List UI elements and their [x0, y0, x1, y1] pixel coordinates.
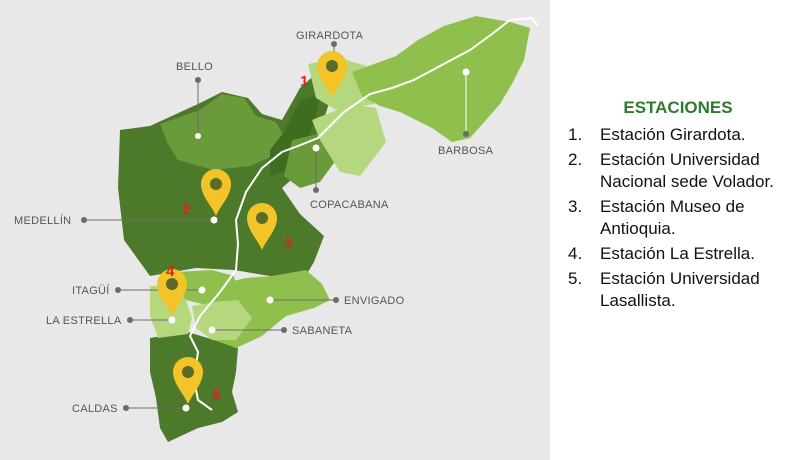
valle-aburra-map: GIRARDOTA BELLO BARBOSA COPACABANA MEDEL…: [0, 0, 550, 460]
station-number-5: 5: [212, 387, 220, 404]
map-pin-icon: [247, 203, 277, 250]
station-number-1: 1: [300, 73, 308, 90]
legend-item-3: 3. Estación Museo de Antioquia.: [560, 196, 796, 240]
region-copacabana: [270, 94, 322, 176]
label-bello-text: BELLO: [176, 61, 213, 73]
legend-title: ESTACIONES: [623, 98, 733, 117]
station-pin-4[interactable]: [157, 269, 187, 316]
station-pin-3[interactable]: [247, 203, 277, 250]
label-envigado: ENVIGADO: [266, 295, 405, 307]
legend-item-number: 2.: [568, 150, 583, 169]
medellin-river: [188, 16, 539, 411]
legend-item-2: 2. Estación Universidad Nacional sede Vol…: [560, 149, 796, 193]
label-itagui-text: ITAGÜÍ: [72, 284, 110, 297]
legend-list: 1. Estación Girardota. 2. Estación Univers…: [560, 124, 796, 312]
label-barbosa-text: BARBOSA: [438, 145, 494, 157]
label-copacabana: COPACABANA: [310, 144, 389, 211]
station-pin-1[interactable]: [317, 51, 347, 98]
legend-item-text: Estación Universidad Lasallista.: [600, 269, 760, 310]
label-envigado-text: ENVIGADO: [344, 295, 405, 307]
legend-item-text: Estación Museo de Antioquia.: [600, 197, 745, 238]
region-itagui: [176, 270, 238, 306]
station-number-2: 2: [182, 201, 190, 218]
map-pin-center-dot: [210, 178, 222, 190]
girardota-dot: [331, 41, 337, 47]
label-bello: BELLO: [176, 61, 213, 139]
label-barbosa: BARBOSA: [438, 68, 494, 157]
map-pin-icon: [157, 269, 187, 316]
label-copacabana-text: COPACABANA: [310, 199, 389, 211]
map-svg: GIRARDOTA BELLO BARBOSA COPACABANA MEDEL…: [0, 0, 550, 460]
map-pin-center-dot: [182, 366, 194, 378]
legend-item-text: Estación La Estrella.: [600, 244, 755, 263]
region-copacabana-east: [284, 134, 336, 188]
map-pin-icon: [173, 357, 203, 404]
label-caldas-text: CALDAS: [72, 403, 118, 415]
legend-item-1: 1. Estación Girardota.: [560, 124, 796, 146]
legend-item-number: 4.: [568, 244, 583, 263]
map-pin-center-dot: [166, 278, 178, 290]
label-sabaneta: SABANETA: [208, 325, 353, 337]
legend-item-number: 5.: [568, 269, 583, 288]
label-la-estrella: LA ESTRELLA: [46, 315, 176, 327]
station-number-3: 3: [284, 235, 292, 252]
label-caldas: CALDAS: [72, 403, 190, 415]
station-pin-5[interactable]: [173, 357, 203, 404]
label-itagui: ITAGÜÍ: [72, 284, 206, 297]
map-pin-icon: [317, 51, 347, 98]
station-pin-2[interactable]: [201, 169, 231, 216]
legend-item-text: Estación Universidad Nacional sede Volad…: [600, 150, 774, 191]
label-medellin: MEDELLÍN: [14, 214, 218, 227]
map-pin-center-dot: [326, 60, 338, 72]
legend-item-number: 1.: [568, 125, 583, 144]
map-pin-icon: [201, 169, 231, 216]
legend-item-text: Estación Girardota.: [600, 125, 746, 144]
region-bello: [160, 94, 290, 170]
legend-item-5: 5. Estación Universidad Lasallista.: [560, 268, 796, 312]
label-la-estrella-text: LA ESTRELLA: [46, 315, 122, 327]
region-barbosa: [352, 16, 530, 142]
region-girardota-south: [312, 104, 386, 176]
label-sabaneta-text: SABANETA: [292, 325, 353, 337]
station-number-4: 4: [166, 263, 175, 280]
stations-legend: ESTACIONES 1. Estación Girardota. 2. Estac…: [560, 98, 796, 315]
label-girardota-text: GIRARDOTA: [296, 30, 364, 42]
map-pin-center-dot: [256, 212, 268, 224]
legend-item-number: 3.: [568, 197, 583, 216]
label-medellin-text: MEDELLÍN: [14, 214, 71, 227]
legend-item-4: 4. Estación La Estrella.: [560, 243, 796, 265]
